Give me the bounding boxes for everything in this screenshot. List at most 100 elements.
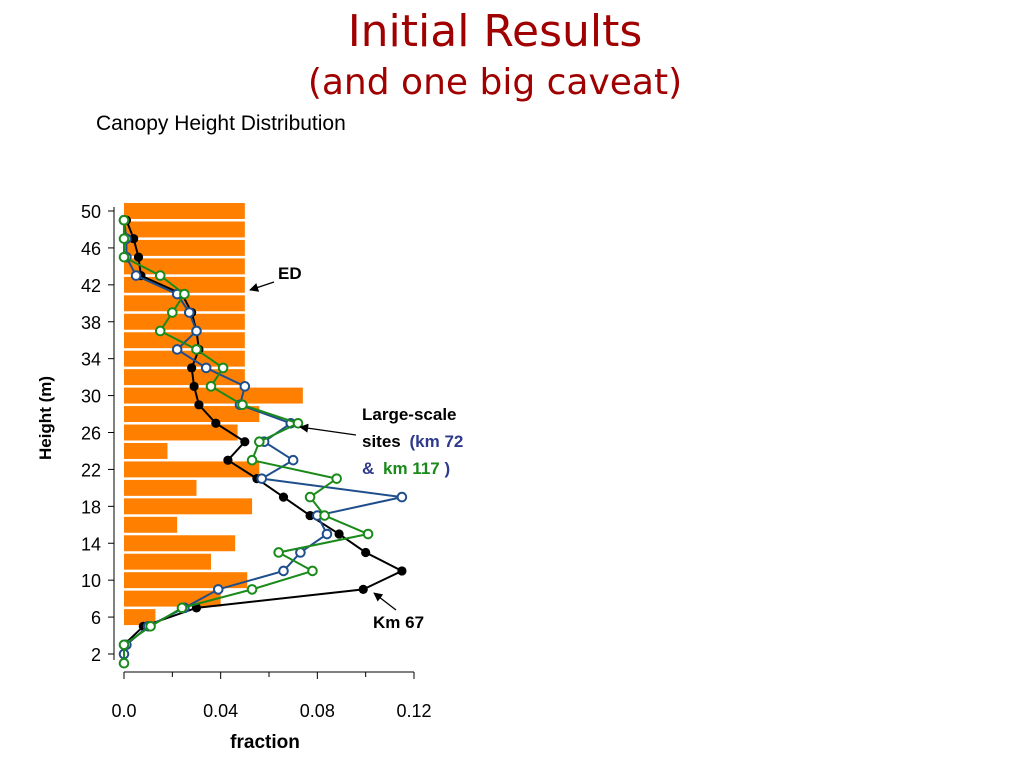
- series-0-point: [358, 584, 368, 594]
- series-0-point: [278, 492, 289, 502]
- series-2-point: [179, 288, 190, 300]
- series-1-point: [200, 362, 212, 374]
- series-2-point: [167, 307, 178, 318]
- series-2-point: [254, 436, 265, 448]
- bars-layer: [124, 203, 303, 626]
- series-2-point: [292, 417, 304, 429]
- x-tick-label: 0.0: [111, 701, 136, 721]
- annotation-km117: km 117: [383, 459, 440, 478]
- arrow-large-scale: [299, 423, 357, 436]
- series-2-point: [319, 510, 330, 521]
- series-1-point: [183, 307, 195, 318]
- annotation-large-scale: Large-scale: [362, 405, 457, 424]
- annotation-close-paren: ): [444, 459, 450, 478]
- bar-28m: [124, 406, 260, 423]
- y-tick-label: 42: [81, 276, 101, 296]
- annotation-sites-word: sites: [362, 432, 401, 451]
- series-1-point: [130, 270, 142, 281]
- series-1-point: [239, 381, 251, 392]
- series-layer: [118, 214, 408, 669]
- bar-46m: [124, 239, 245, 256]
- arrow-km67: [373, 592, 397, 611]
- y-tick-label: 34: [81, 350, 101, 370]
- series-1-point: [256, 473, 268, 484]
- annotation-km72: (km 72: [409, 432, 463, 451]
- series-2-point: [246, 454, 258, 466]
- bar-26m: [124, 424, 238, 441]
- y-tick-label: 10: [81, 571, 101, 591]
- y-tick-label: 46: [81, 239, 101, 259]
- series-2-point: [118, 233, 130, 244]
- bar-44m: [124, 258, 245, 275]
- series-2-point: [118, 214, 130, 226]
- y-tick-label: 22: [81, 460, 101, 480]
- bar-38m: [124, 313, 245, 330]
- slide-title: Initial Results: [347, 6, 643, 57]
- x-tick-label: 0.08: [300, 701, 335, 721]
- series-2-point: [237, 399, 248, 411]
- x-tick-label: 0.12: [396, 701, 431, 721]
- y-tick-label: 18: [81, 497, 101, 517]
- bar-50m: [124, 203, 245, 219]
- x-axis-label: fraction: [230, 732, 300, 753]
- bar-14m: [124, 535, 236, 552]
- series-0-point: [194, 400, 204, 410]
- bar-20m: [124, 479, 197, 496]
- annotation-sites: sites (km 72: [362, 432, 463, 451]
- series-0-point: [305, 510, 315, 521]
- annotation-km67: Km 67: [373, 613, 424, 632]
- x-tick-label: 0.04: [203, 701, 238, 721]
- y-axis-label: Height (m): [36, 376, 55, 460]
- series-2-point: [191, 344, 202, 355]
- series-2-point: [331, 473, 342, 484]
- bar-24m: [124, 442, 168, 459]
- series-2-point: [205, 381, 217, 392]
- series-2-point: [307, 565, 318, 577]
- bar-30m: [124, 387, 303, 404]
- series-0-point: [361, 547, 371, 558]
- series-0-point: [133, 252, 144, 262]
- arrow-ed: [249, 281, 275, 292]
- series-2-point: [362, 528, 374, 540]
- series-0-point: [211, 418, 221, 428]
- series-1-point: [212, 584, 224, 595]
- bar-48m: [124, 221, 245, 238]
- series-0-point: [189, 381, 199, 391]
- bar-12m: [124, 553, 211, 570]
- series-0-point: [334, 529, 344, 539]
- y-tick-label: 6: [91, 608, 101, 628]
- annotation-ed: ED: [278, 264, 302, 283]
- series-0-point: [187, 363, 197, 373]
- series-1-point: [171, 344, 183, 355]
- series-2-point: [217, 362, 229, 374]
- series-2-point: [246, 584, 258, 595]
- bar-22m: [124, 461, 260, 478]
- series-2-point: [154, 325, 166, 337]
- series-2-point: [118, 639, 130, 651]
- chart-title: Canopy Height Distribution: [96, 112, 346, 135]
- bar-18m: [124, 498, 253, 515]
- series-0-point: [240, 437, 250, 447]
- y-tick-label: 30: [81, 387, 101, 407]
- series-1-point: [321, 528, 333, 540]
- bar-8m: [124, 590, 221, 607]
- y-tick-label: 38: [81, 313, 101, 333]
- y-tick-label: 50: [81, 202, 101, 222]
- y-tick-label: 2: [91, 645, 101, 665]
- series-0-point: [129, 234, 139, 244]
- series-0-point: [397, 566, 407, 576]
- series-2-point: [118, 657, 130, 669]
- series-0-point: [223, 455, 233, 465]
- series-1-point: [278, 565, 289, 577]
- bar-36m: [124, 332, 245, 349]
- annotation-amp: &: [362, 459, 374, 478]
- series-2-point: [304, 491, 316, 503]
- y-tick-label: 14: [81, 534, 101, 554]
- series-2-point: [145, 621, 156, 632]
- series-2-point: [176, 602, 188, 614]
- bar-16m: [124, 516, 178, 533]
- annotation-km117-line: & km 117 ): [362, 459, 450, 478]
- y-tick-label: 26: [81, 424, 101, 444]
